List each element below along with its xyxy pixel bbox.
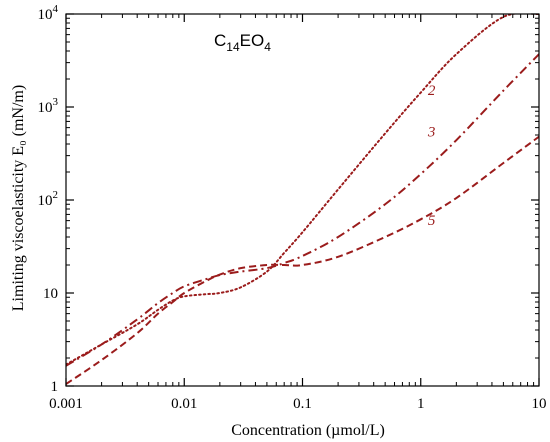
series-label-3: 3 <box>427 125 436 141</box>
series-line-5 <box>66 135 539 385</box>
x-tick-label: 0.001 <box>49 396 83 412</box>
y-tick-label: 1 <box>51 379 59 395</box>
y-tick-label: 103 <box>38 96 59 116</box>
y-tick-label: 104 <box>38 3 59 23</box>
chart-title: C14EO4 <box>214 31 271 54</box>
y-tick-label: 102 <box>38 189 59 209</box>
series-line-3 <box>66 53 539 367</box>
plot-frame <box>65 13 540 387</box>
x-tick-label: 0.1 <box>293 396 312 412</box>
x-tick-label: 0.01 <box>171 396 197 412</box>
series-line-2 <box>66 14 539 366</box>
series-group <box>66 14 539 385</box>
axes-group: 0.001 0.01 0.1 1 10 1 10 102 103 104 <box>38 3 547 412</box>
x-tick-label: 1 <box>417 396 425 412</box>
x-tick-label: 10 <box>532 396 547 412</box>
series-label-5: 5 <box>428 213 436 229</box>
y-tick-label: 10 <box>43 286 58 302</box>
series-label-2: 2 <box>428 83 436 99</box>
y-axis-label: Limiting viscoelasticity E₀ (mN/m) <box>10 85 27 311</box>
x-axis-label: Concentration (µmol/L) <box>231 422 385 439</box>
